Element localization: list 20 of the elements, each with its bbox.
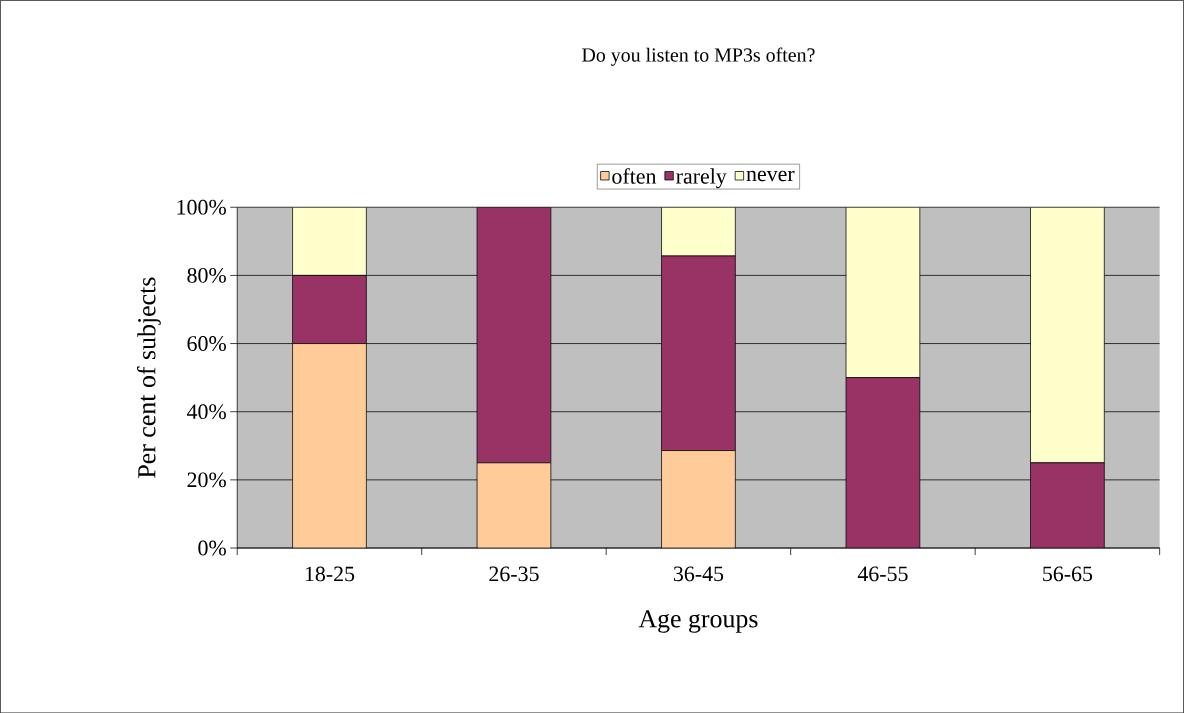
y-tick-label: 0% — [198, 540, 226, 556]
y-tick-label: 40% — [186, 404, 226, 419]
legend-label: often — [612, 168, 657, 184]
y-tick-label: 100% — [177, 199, 226, 215]
bar — [292, 343, 367, 548]
x-tick-label: 46-55 — [857, 566, 908, 582]
y-tick-label: 20% — [187, 472, 226, 488]
bar — [661, 450, 736, 548]
chart-title: Do you listen to MP3s often? — [582, 47, 815, 66]
x-tick-label: 26-35 — [489, 566, 539, 582]
x-tick-label: 56-65 — [1043, 566, 1093, 582]
legend-label: rarely — [676, 168, 727, 189]
x-tick-label: 18-25 — [305, 566, 355, 582]
x-tick-label: 36-45 — [673, 566, 724, 582]
bar — [476, 462, 552, 548]
y-tick-label: 60% — [187, 335, 226, 351]
x-axis-title: Age groups — [638, 609, 758, 633]
y-tick-label: 80% — [187, 267, 226, 283]
legend-label: never — [746, 170, 795, 182]
y-axis-title: Per cent of subjects — [137, 277, 161, 478]
